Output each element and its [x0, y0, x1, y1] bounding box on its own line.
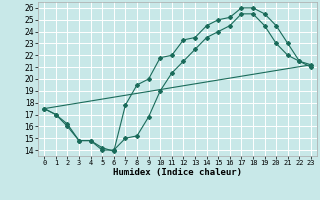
- X-axis label: Humidex (Indice chaleur): Humidex (Indice chaleur): [113, 168, 242, 177]
